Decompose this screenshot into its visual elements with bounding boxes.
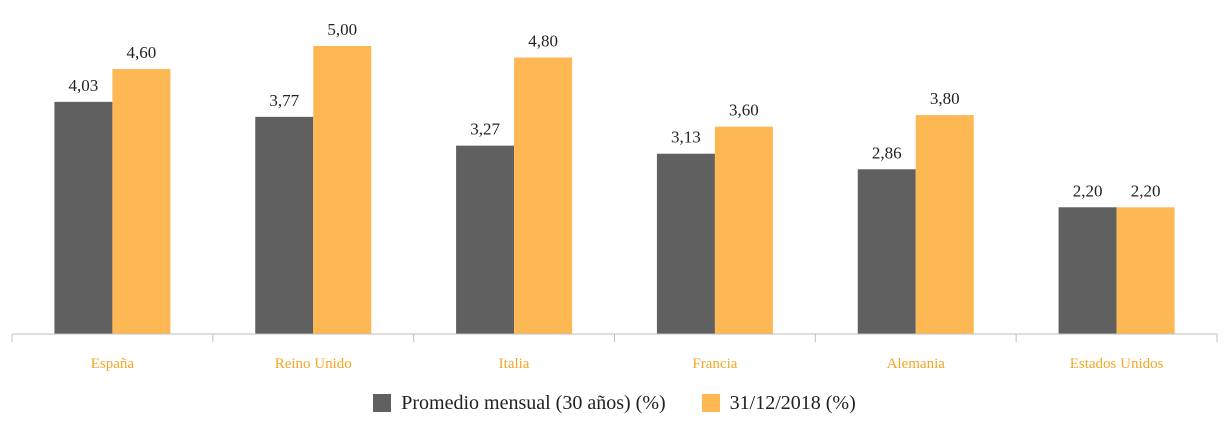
- bar-2018-alemania: [915, 115, 974, 335]
- value-label-2018-francia: 3,60: [729, 101, 759, 120]
- value-label-promedio-italia: 3,27: [470, 120, 500, 139]
- value-label-2018-espana: 4,60: [127, 43, 157, 62]
- category-label-reino-unido: Reino Unido: [275, 356, 352, 372]
- value-labels-layer: 4,03 4,60 3,77 5,00 3,27 4,80 3,13 3,60 2,86 3,80…: [69, 20, 1161, 200]
- value-label-promedio-espana: 4,03: [69, 76, 99, 95]
- category-label-estados-unidos: Estados Unidos: [1070, 356, 1164, 372]
- legend-label-2018: 31/12/2018 (%): [729, 391, 856, 414]
- bar-2018-francia: [714, 126, 773, 334]
- category-label-espana: España: [91, 356, 135, 372]
- bar-promedio-estados-unidos: [1058, 207, 1117, 334]
- bar-2018-espana: [112, 69, 171, 334]
- value-label-2018-alemania: 3,80: [930, 89, 960, 108]
- legend-swatch-promedio: [373, 394, 392, 412]
- legend-label-promedio: Promedio mensual (30 años) (%): [401, 391, 666, 414]
- value-label-promedio-estados-unidos: 2,20: [1073, 181, 1103, 200]
- bar-2018-estados-unidos: [1116, 207, 1175, 334]
- bar-2018-italia: [514, 57, 573, 335]
- category-label-francia: Francia: [692, 356, 737, 372]
- bar-promedio-francia: [656, 153, 715, 334]
- bar-promedio-italia: [456, 145, 515, 334]
- value-label-promedio-alemania: 2,86: [872, 143, 902, 162]
- category-label-italia: Italia: [499, 356, 530, 372]
- category-label-alemania: Alemania: [887, 356, 946, 372]
- value-label-2018-italia: 4,80: [528, 32, 558, 51]
- bar-2018-reino-unido: [313, 46, 372, 334]
- legend-item-2018: 31/12/2018 (%): [701, 391, 856, 415]
- category-labels-layer: España Reino Unido Italia Francia Alemania Es…: [91, 356, 1164, 372]
- value-label-promedio-reino-unido: 3,77: [269, 91, 299, 110]
- bar-chart: 4,03 4,60 3,77 5,00 3,27 4,80 3,13 3,60 2,86 3,80…: [11, 20, 1218, 372]
- value-label-promedio-francia: 3,13: [671, 128, 701, 147]
- legend-item-promedio: Promedio mensual (30 años) (%): [373, 391, 666, 415]
- bar-promedio-reino-unido: [255, 116, 314, 335]
- value-label-2018-estados-unidos: 2,20: [1131, 181, 1161, 200]
- bar-promedio-alemania: [857, 169, 916, 334]
- legend-swatch-2018: [701, 394, 720, 412]
- legend: Promedio mensual (30 años) (%) 31/12/201…: [0, 388, 1229, 418]
- bars-layer: [54, 46, 1175, 335]
- bar-promedio-espana: [54, 101, 113, 334]
- x-axis-ticks: [11, 334, 1218, 342]
- value-label-2018-reino-unido: 5,00: [327, 20, 357, 39]
